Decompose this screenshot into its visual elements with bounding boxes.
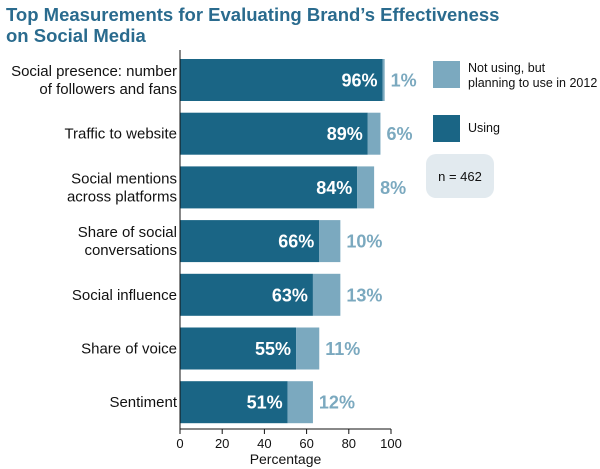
bar-planning: [296, 327, 320, 370]
value-label-using: 96%: [342, 71, 378, 91]
legend-label-planning: planning to use in 2012: [468, 76, 597, 90]
bar-planning: [312, 273, 341, 316]
value-label-using: 51%: [247, 393, 283, 413]
chart-title-line-1: Top Measurements for Evaluating Brand’s …: [6, 4, 500, 25]
bar-using: [180, 59, 383, 101]
value-label-planning: 8%: [380, 178, 406, 198]
category-label: Traffic to website: [64, 126, 177, 143]
bar-planning: [367, 112, 381, 155]
category-label: Social mentions: [71, 170, 177, 187]
value-label-planning: 1%: [391, 71, 417, 91]
value-label-using: 63%: [272, 285, 308, 305]
category-label: Sentiment: [109, 394, 177, 411]
x-tick-label: 60: [299, 436, 313, 451]
chart-title: Top Measurements for Evaluating Brand’s …: [6, 4, 566, 46]
value-label-using: 55%: [255, 339, 291, 359]
category-label: of followers and fans: [39, 81, 177, 98]
chart-title-line-2: on Social Media: [6, 25, 146, 46]
bar-planning: [319, 220, 341, 263]
legend-swatch-planning: [433, 61, 460, 88]
bar-planning: [287, 381, 313, 424]
x-tick-label: 40: [257, 436, 271, 451]
value-label-planning: 13%: [346, 285, 382, 305]
x-tick-label: 80: [342, 436, 356, 451]
category-label: conversations: [84, 242, 177, 259]
sample-size-note: n = 462: [438, 169, 482, 184]
bar-using: [180, 112, 368, 155]
bar-using: [180, 166, 358, 209]
bar-planning: [382, 59, 385, 101]
x-axis-title: Percentage: [250, 451, 322, 467]
value-label-planning: 11%: [325, 339, 360, 359]
value-label-planning: 10%: [346, 232, 382, 252]
sample-size-box: [426, 154, 494, 198]
value-label-using: 66%: [278, 232, 314, 252]
legend-label-planning: Not using, but: [468, 61, 546, 75]
category-label: Share of voice: [81, 341, 177, 358]
legend-swatch-using: [433, 115, 460, 142]
category-label: Share of social: [78, 224, 177, 241]
category-label: Social presence: number: [11, 63, 177, 80]
bar-using: [180, 273, 313, 316]
bar-using: [180, 220, 320, 263]
x-tick-label: 100: [380, 436, 402, 451]
x-tick-label: 20: [215, 436, 229, 451]
x-tick-label: 0: [176, 436, 183, 451]
bar-using: [180, 327, 297, 370]
value-label-planning: 6%: [386, 124, 412, 144]
value-label-using: 84%: [316, 178, 352, 198]
value-label-planning: 12%: [319, 393, 355, 413]
category-label: Social influence: [72, 287, 177, 304]
category-label: across platforms: [67, 188, 177, 205]
legend-label-using: Using: [468, 121, 500, 135]
bar-using: [180, 381, 288, 424]
value-label-using: 89%: [327, 124, 363, 144]
bar-planning: [357, 166, 375, 209]
